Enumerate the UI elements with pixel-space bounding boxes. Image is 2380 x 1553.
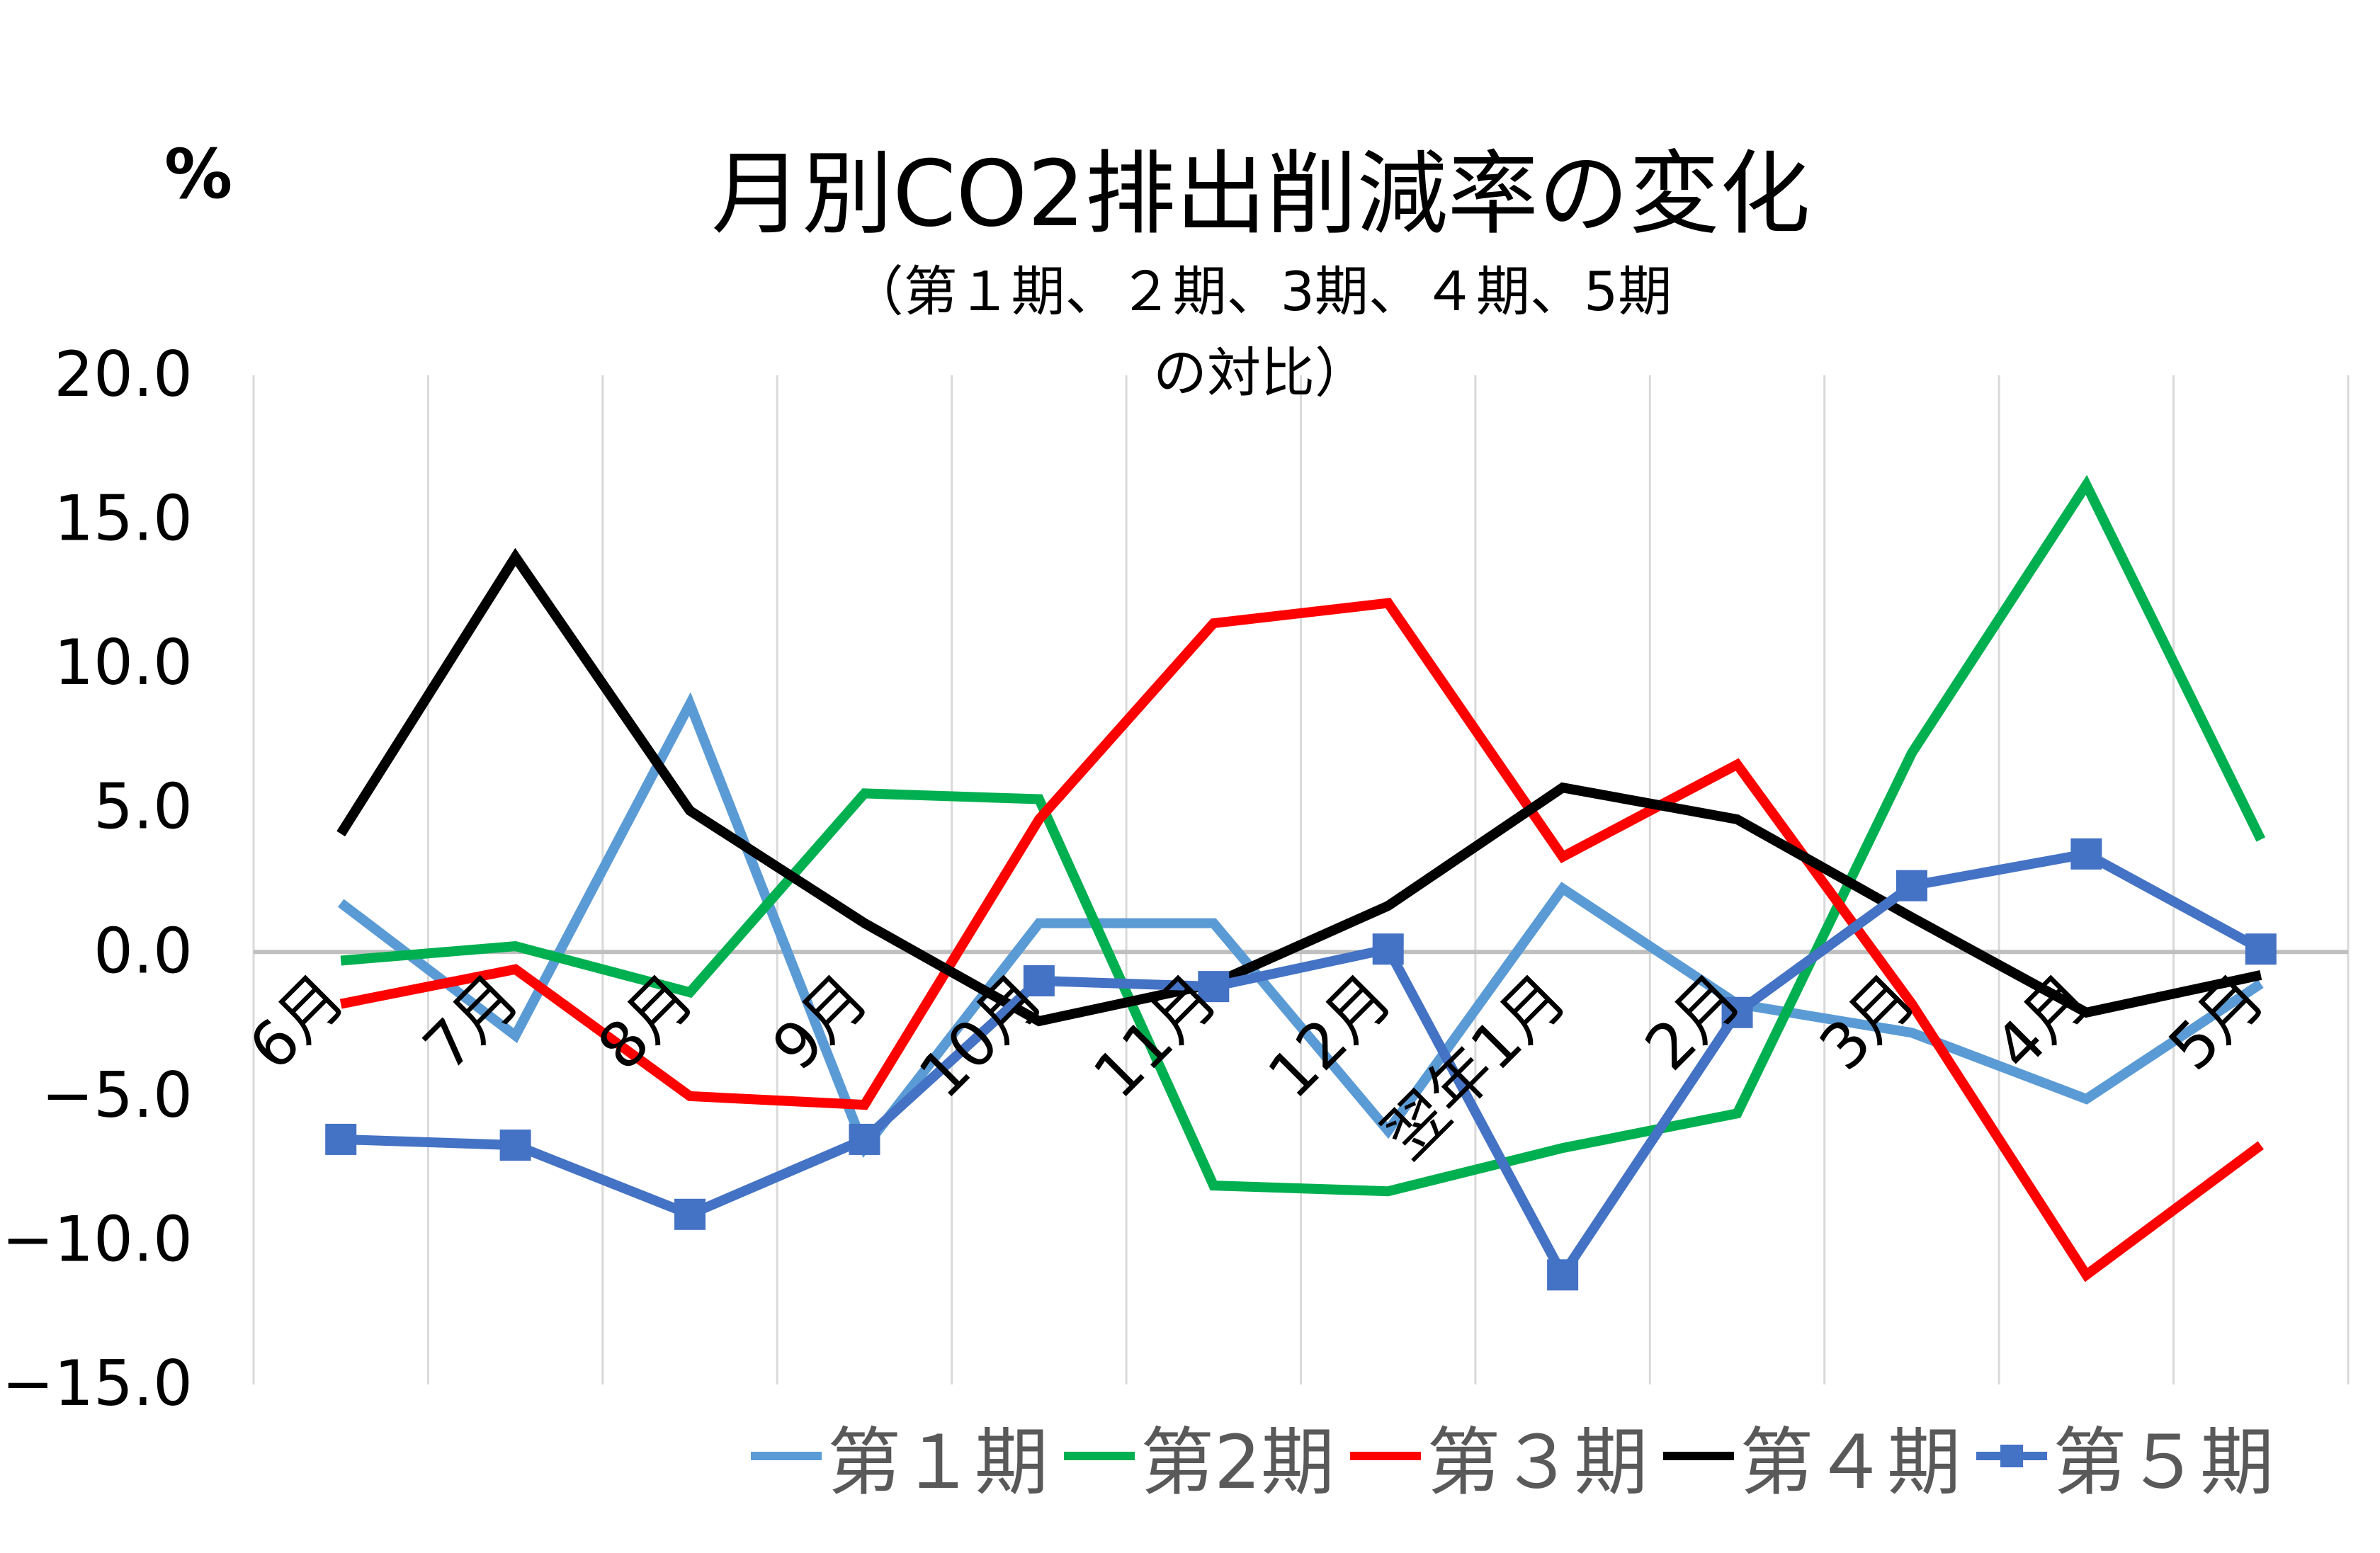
- data-point-marker: [1198, 971, 1230, 1003]
- series-line: [336, 547, 2262, 1027]
- y-tick-label: 0.0: [94, 914, 193, 987]
- y-tick-label: −10.0: [1, 1202, 193, 1275]
- legend-item[interactable]: 第４期: [1663, 1402, 1961, 1509]
- legend-item[interactable]: 第３期: [1350, 1402, 1648, 1509]
- legend-item[interactable]: 第2期: [1064, 1402, 1334, 1509]
- legend-key: [751, 1435, 822, 1477]
- legend-key: [1976, 1435, 2048, 1477]
- data-point-marker: [1372, 933, 1404, 965]
- legend-line: [1663, 1451, 1735, 1460]
- legend-label: 第１期: [827, 1419, 1049, 1506]
- data-point-marker: [1896, 870, 1927, 901]
- data-point-marker: [325, 1123, 357, 1155]
- legend-key: [1064, 1435, 1135, 1477]
- y-axis: 20.0 15.0 10.0 5.0 0.0 −5.0 −10.0 −15.0: [1, 338, 193, 1420]
- legend-line: [751, 1451, 822, 1460]
- series-line: [340, 848, 2264, 1285]
- y-tick-label: −15.0: [1, 1347, 193, 1420]
- legend-label: 第５期: [2053, 1419, 2274, 1506]
- legend-key: [1663, 1435, 1735, 1477]
- data-point-marker: [1721, 996, 1753, 1028]
- y-tick-label: 10.0: [54, 626, 193, 699]
- y-tick-label: −5.0: [41, 1059, 193, 1132]
- data-point-marker: [1023, 965, 1055, 996]
- series-line: [339, 598, 2264, 1282]
- legend-line: [1350, 1451, 1422, 1460]
- y-tick-label: 5.0: [94, 770, 193, 843]
- y-axis-unit-label: %: [164, 135, 233, 214]
- legend-item[interactable]: 第５期: [1976, 1402, 2274, 1509]
- legend-item[interactable]: 第１期: [751, 1402, 1048, 1509]
- data-point-marker: [674, 1198, 706, 1230]
- y-tick-label: 20.0: [54, 338, 193, 411]
- chart-subtitle-line-2: の対比）: [1153, 341, 1368, 404]
- chart-subtitle-line-1: （第１期、２期、3期、４期、5期: [849, 260, 1672, 323]
- chart-title: 月別CO2排出削減率の変化: [711, 142, 1810, 247]
- legend: 第１期 第2期 第３期 第４期 第５期: [751, 1402, 2289, 1509]
- gridlines: [252, 375, 2350, 1384]
- legend-label: 第４期: [1740, 1419, 1961, 1506]
- data-point-marker: [2070, 838, 2102, 870]
- series-line: [340, 474, 2266, 1197]
- legend-key: [1350, 1435, 1422, 1477]
- data-point-marker: [849, 1123, 880, 1155]
- y-tick-label: 15.0: [54, 482, 193, 555]
- data-point-marker: [1547, 1259, 1579, 1291]
- legend-line: [1064, 1451, 1135, 1460]
- data-point-marker: [2245, 933, 2277, 965]
- legend-label: 第３期: [1427, 1419, 1648, 1506]
- data-point-marker: [499, 1130, 531, 1161]
- plot-area: [325, 474, 2277, 1291]
- x-tick-label: 12月: [1254, 960, 1405, 1112]
- legend-label: 第2期: [1140, 1419, 1335, 1506]
- legend-marker: [2000, 1444, 2024, 1467]
